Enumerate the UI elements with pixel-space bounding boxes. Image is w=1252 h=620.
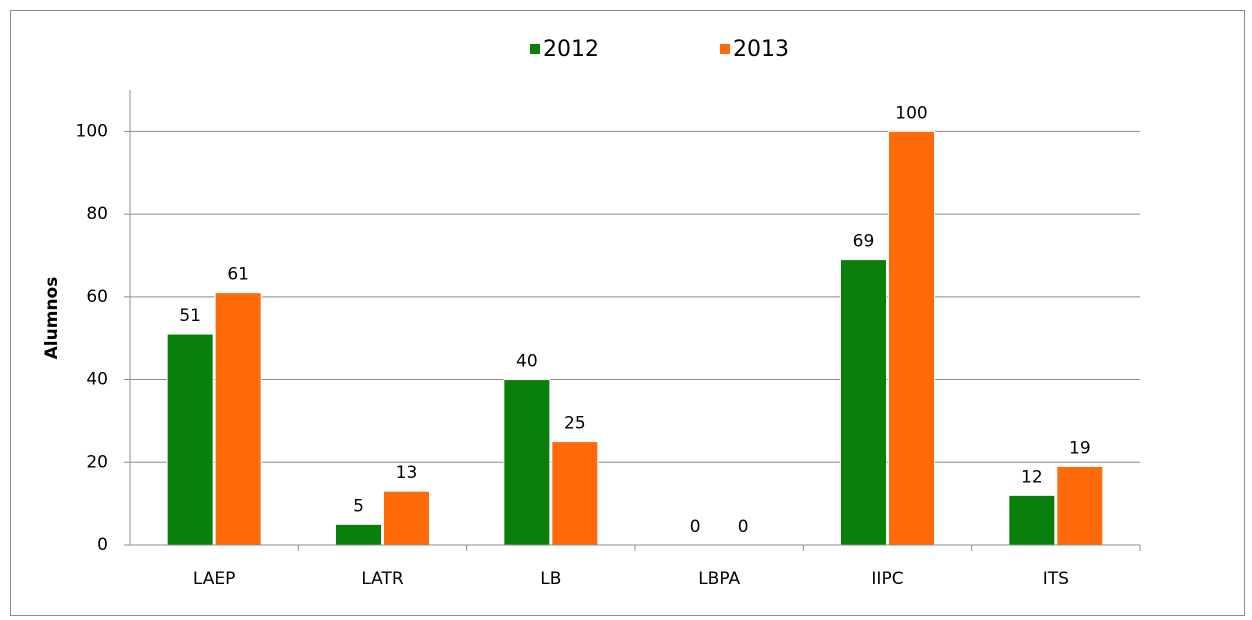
y-tick-label: 40 (86, 370, 108, 390)
data-label: 51 (179, 306, 201, 326)
data-label: 12 (1021, 467, 1043, 487)
bar (1056, 465, 1104, 546)
data-label: 69 (853, 232, 875, 252)
bar (503, 379, 551, 546)
legend-swatch (530, 44, 540, 54)
bar (551, 441, 599, 546)
x-tick-label: LATR (361, 569, 404, 589)
data-label: 5 (353, 496, 364, 516)
x-tick-label: ITS (1043, 569, 1069, 589)
x-tick-label: IIPC (871, 569, 903, 589)
bar (383, 490, 430, 546)
bar (166, 333, 214, 546)
y-tick-label: 100 (76, 121, 108, 141)
x-tick-label: LBPA (698, 569, 740, 589)
y-tick-label: 80 (86, 204, 108, 224)
legend-label: 2013 (733, 37, 789, 62)
data-label: 61 (227, 265, 249, 285)
bar (335, 523, 382, 546)
y-axis-label: Alumnos (42, 277, 62, 360)
y-tick-label: 60 (86, 287, 108, 307)
x-tick-label: LAEP (193, 569, 235, 589)
bar (840, 259, 887, 546)
bar (1008, 494, 1056, 546)
data-label: 0 (690, 517, 701, 537)
data-label: 25 (564, 414, 586, 434)
bar (214, 292, 262, 546)
data-label: 0 (738, 517, 749, 537)
data-label: 13 (396, 463, 418, 483)
y-tick-label: 20 (86, 452, 108, 472)
data-label: 19 (1069, 438, 1091, 458)
x-tick-label: LB (540, 569, 561, 589)
legend-label: 2012 (543, 37, 599, 62)
legend-swatch (720, 44, 730, 54)
data-label: 100 (895, 103, 927, 123)
bar (888, 130, 935, 546)
data-label: 40 (516, 352, 538, 372)
y-tick-label: 0 (97, 535, 108, 555)
